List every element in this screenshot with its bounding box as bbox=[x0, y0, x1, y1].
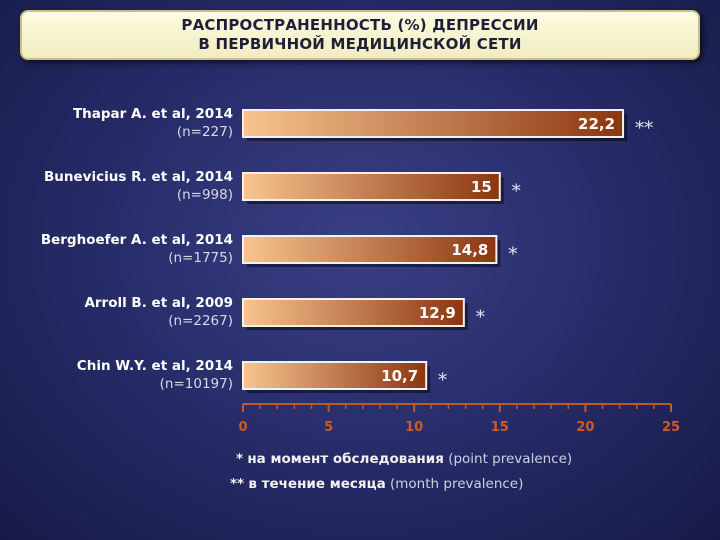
category-author-label: Chin W.Y. et al, 2014 bbox=[77, 358, 233, 374]
category-author-label: Bunevicius R. et al, 2014 bbox=[44, 169, 233, 185]
chart-title-line-2: В ПЕРВИЧНОЙ МЕДИЦИНСКОЙ СЕТИ bbox=[198, 35, 522, 53]
x-tick-label: 15 bbox=[491, 420, 509, 435]
x-tick-label: 20 bbox=[576, 420, 594, 435]
bar-value-label: 10,7 bbox=[381, 367, 418, 385]
category-sample-size-label: (n=998) bbox=[177, 187, 233, 203]
category-sample-size-label: (n=10197) bbox=[160, 376, 233, 392]
bar bbox=[242, 298, 465, 327]
category-sample-size-label: (n=2267) bbox=[168, 313, 233, 329]
bar bbox=[242, 361, 428, 390]
x-tick-label: 5 bbox=[324, 420, 333, 435]
bar bbox=[242, 172, 501, 201]
bar-value-label: 14,8 bbox=[451, 241, 488, 259]
bar-value-label: 12,9 bbox=[419, 304, 456, 322]
significance-marker: * bbox=[512, 181, 521, 202]
x-tick-label: 0 bbox=[238, 420, 247, 435]
title-box: РАСПРОСТРАНЕННОСТЬ (%) ДЕПРЕССИИ В ПЕРВИ… bbox=[20, 10, 700, 60]
significance-marker: ** bbox=[635, 118, 653, 139]
footnote-month-prevalence: ** в течение месяца (month prevalence) bbox=[230, 476, 523, 492]
significance-marker: * bbox=[476, 307, 485, 328]
footnote-1-english: (point prevalence) bbox=[448, 451, 573, 467]
chart-title-line-1: РАСПРОСТРАНЕННОСТЬ (%) ДЕПРЕССИИ bbox=[181, 16, 539, 34]
footnote-1-text: на момент обследования bbox=[247, 451, 444, 467]
footnote-2-english: (month prevalence) bbox=[390, 476, 524, 492]
category-sample-size-label: (n=227) bbox=[177, 124, 233, 140]
footnote-point-prevalence: * на момент обследования (point prevalen… bbox=[236, 451, 572, 467]
footnote-2-mark: ** bbox=[230, 476, 245, 492]
footnote-2-text: в течение месяца bbox=[248, 476, 386, 492]
footnote-1-mark: * bbox=[236, 451, 244, 467]
bar bbox=[242, 109, 625, 138]
category-sample-size-label: (n=1775) bbox=[168, 250, 233, 266]
bar-value-label: 22,2 bbox=[578, 115, 615, 133]
x-tick-label: 10 bbox=[405, 420, 423, 435]
significance-marker: * bbox=[438, 370, 447, 391]
category-author-label: Arroll B. et al, 2009 bbox=[84, 295, 233, 311]
category-author-label: Berghoefer A. et al, 2014 bbox=[41, 232, 233, 248]
bar-value-label: 15 bbox=[471, 178, 492, 196]
significance-marker: * bbox=[508, 244, 517, 265]
bar bbox=[242, 235, 498, 264]
category-author-label: Thapar A. et al, 2014 bbox=[73, 106, 233, 122]
x-tick-label: 25 bbox=[662, 420, 680, 435]
